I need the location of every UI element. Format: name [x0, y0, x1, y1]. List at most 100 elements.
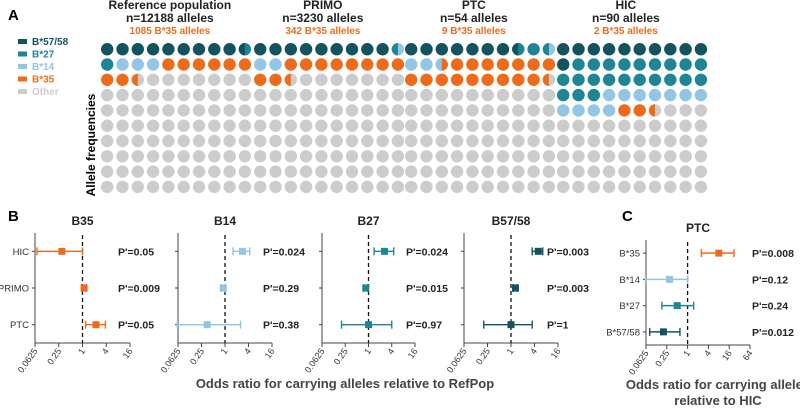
allele-dot	[648, 134, 662, 148]
allele-dot	[269, 73, 282, 87]
allele-dot	[101, 43, 114, 56]
allele-dot	[269, 180, 282, 194]
allele-dot	[679, 180, 692, 194]
p-value-annotation: P'=0.024	[263, 246, 305, 258]
allele-dot	[679, 43, 692, 56]
allele-dot	[315, 134, 328, 148]
x-tick-label: 0.25	[332, 346, 350, 366]
allele-dot	[481, 165, 494, 178]
allele-dot	[223, 88, 236, 102]
p-value-annotation: P'=0.97	[406, 320, 442, 332]
allele-dot	[466, 165, 479, 178]
x-tick-label: 0.25	[45, 346, 63, 366]
x-tick-label: 16	[720, 348, 734, 362]
allele-dot	[405, 119, 418, 132]
x-tick-label: 16	[549, 346, 563, 360]
x-tick-label: 0.25	[188, 346, 206, 366]
allele-dot	[512, 134, 525, 148]
allele-dot	[405, 165, 418, 178]
allele-dot	[572, 43, 585, 56]
allele-dot	[284, 134, 297, 148]
plot-title: B57/58	[492, 214, 531, 228]
allele-dot	[361, 134, 374, 148]
legend-swatch	[18, 89, 27, 94]
legend-label: B*14	[32, 62, 55, 73]
allele-dot	[208, 134, 221, 148]
panel-c-xlabel-line1: Odds ratio for carrying alleles	[626, 377, 800, 392]
allele-dot	[450, 73, 464, 87]
allele-dot	[602, 43, 616, 56]
allele-dot	[146, 134, 160, 148]
grid-b35-count: 1085 B*35 alleles	[130, 26, 211, 37]
legend-swatch	[18, 76, 27, 82]
allele-dot	[269, 150, 282, 163]
p-value-annotation: P'=0.38	[263, 320, 299, 332]
allele-dot	[405, 104, 418, 117]
x-tick-label: 0.0625	[16, 346, 40, 374]
allele-dot	[572, 150, 585, 163]
allele-dot-half	[131, 73, 138, 86]
allele-dot	[269, 119, 282, 132]
allele-dot	[315, 43, 328, 56]
allele-dot	[361, 58, 374, 71]
allele-dot	[648, 150, 662, 163]
p-value-annotation: P'=0.024	[406, 246, 448, 258]
allele-dot	[633, 58, 646, 71]
legend-label: B*57/58	[32, 37, 69, 48]
allele-dot	[376, 104, 389, 117]
x-tick-label: 1	[362, 346, 373, 356]
allele-dot	[269, 104, 282, 117]
allele-dot	[481, 58, 494, 71]
allele-dot	[101, 58, 114, 71]
allele-dot	[177, 43, 190, 56]
allele-dot	[162, 119, 175, 132]
x-tick-label: 64	[741, 348, 755, 362]
p-value-annotation: P'=0.003	[547, 283, 589, 295]
p-value-annotation: P'=0.29	[263, 283, 299, 295]
allele-dot	[450, 134, 464, 148]
allele-dot	[435, 150, 448, 163]
panel-b-xlabel: Odds ratio for carrying alleles relative…	[196, 376, 494, 391]
allele-dot	[345, 134, 359, 148]
allele-dot	[648, 73, 662, 87]
allele-dot	[223, 180, 236, 194]
allele-dot	[694, 73, 708, 87]
allele-dot	[694, 104, 708, 117]
allele-dot	[557, 150, 570, 163]
panel-a-letter: A	[8, 7, 19, 24]
allele-dot	[633, 150, 646, 163]
allele-dot	[648, 119, 662, 132]
allele-dot	[254, 150, 267, 163]
legend-label: B*35	[32, 75, 55, 86]
allele-dot	[116, 104, 129, 117]
allele-dot	[618, 119, 631, 132]
allele-dot	[542, 58, 556, 71]
grid-title: Reference population	[109, 0, 232, 12]
forest-plot-b14: B14 0.0625 0.25 1 4 16 P'=0.024 P'=0.29 P'=0.38	[159, 214, 305, 375]
allele-dot	[618, 150, 631, 163]
allele-dot	[116, 43, 129, 56]
allele-dot	[557, 43, 570, 56]
allele-dot	[679, 150, 692, 163]
allele-dot	[376, 165, 389, 178]
allele-dot	[405, 73, 418, 87]
allele-dot	[146, 88, 160, 102]
allele-dot	[131, 88, 144, 102]
allele-dot	[542, 165, 556, 178]
allele-dot	[466, 43, 479, 56]
allele-dot	[664, 150, 677, 163]
allele-dot	[192, 58, 206, 71]
allele-dot	[587, 58, 600, 71]
allele-dot	[116, 88, 129, 102]
allele-dot	[101, 119, 114, 132]
allele-dot	[146, 58, 160, 71]
x-tick-label: 0.0625	[159, 346, 183, 374]
forest-plot-b57-58: B57/58 0.0625 0.25 1 4 16 P'=0.003 P'=0.003 P'=1	[445, 214, 589, 375]
allele-dot	[420, 150, 433, 163]
allele-dot	[146, 104, 160, 117]
allele-dot	[435, 134, 448, 148]
allele-dot	[435, 43, 448, 56]
allele-dot	[315, 58, 328, 71]
allele-dot	[376, 88, 389, 102]
allele-dot	[101, 150, 114, 163]
